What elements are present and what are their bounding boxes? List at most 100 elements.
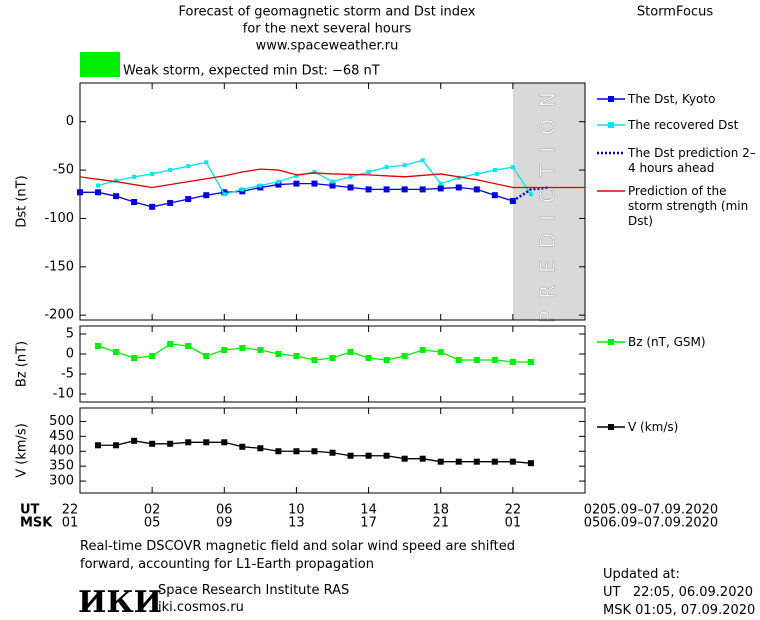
marker (419, 347, 426, 353)
panel-frame (79, 407, 586, 494)
marker (456, 175, 461, 180)
marker (203, 353, 210, 359)
y-tick-label: -150 (44, 259, 74, 274)
logo: ИКИ (78, 585, 162, 620)
legend-label: Bz (nT, GSM) (628, 335, 706, 349)
marker (167, 341, 174, 347)
x-tick-label: 10 (288, 503, 305, 518)
marker (383, 186, 390, 193)
marker (491, 357, 498, 363)
marker (347, 184, 354, 191)
x-tick-label: 01 (505, 516, 522, 531)
x-tick-label: 14 (360, 503, 377, 518)
y-tick-label: -10 (53, 387, 74, 402)
y-tick-label: 400 (49, 444, 74, 459)
note: forward, accounting for L1-Earth propaga… (80, 557, 374, 572)
prediction-label: PREDICTION (535, 80, 559, 323)
marker (419, 455, 426, 462)
marker (528, 192, 533, 197)
title-line: Forecast of geomagnetic storm and Dst in… (178, 5, 475, 20)
marker (492, 168, 497, 173)
time-row-name: MSK (20, 516, 53, 531)
legend-marker (608, 122, 614, 128)
panel-frame (79, 82, 586, 321)
marker (203, 192, 210, 199)
y-tick-label: 5 (66, 327, 74, 342)
time-range: 05.09–07.09.2020 (600, 503, 718, 518)
marker (491, 192, 498, 199)
time-row-name: UT (20, 503, 40, 518)
marker (294, 173, 299, 178)
note: Real-time DSCOVR magnetic field and sola… (80, 539, 516, 554)
x-tick-label: 22 (62, 503, 79, 518)
y-axis-label: Dst (nT) (15, 175, 30, 227)
updated: UT 22:05, 06.09.2020 (603, 585, 754, 600)
marker (438, 181, 443, 186)
x-tick-label: 09 (216, 516, 233, 531)
marker (365, 355, 372, 361)
y-tick-label: 450 (49, 429, 74, 444)
marker (149, 353, 156, 359)
x-tick-label: 05 (144, 516, 161, 531)
legend-label: The recovered Dst (628, 118, 739, 132)
marker (473, 357, 480, 363)
marker (420, 158, 425, 163)
panel-frame (79, 325, 586, 403)
marker (222, 192, 227, 197)
marker (167, 440, 174, 447)
marker (257, 445, 264, 452)
marker (239, 443, 246, 450)
marker (275, 351, 282, 357)
marker (437, 185, 444, 192)
marker (204, 160, 209, 165)
marker (240, 187, 245, 192)
marker (131, 355, 138, 361)
site: iki.cosmos.ru (158, 600, 244, 615)
marker (131, 198, 138, 205)
marker (347, 349, 354, 355)
marker (402, 163, 407, 168)
marker (329, 355, 336, 361)
legend-label: The Dst, Kyoto (628, 92, 716, 106)
marker (221, 439, 228, 446)
marker (168, 168, 173, 173)
marker (347, 452, 354, 459)
legend-label: The Dst prediction 2–4 hours ahead (628, 146, 756, 175)
y-axis-label: V (km/s) (15, 423, 30, 478)
marker (509, 458, 516, 465)
status-indicator (80, 52, 120, 77)
y-tick-label: -100 (44, 211, 74, 226)
marker (293, 448, 300, 455)
x-tick-label: 02 (144, 503, 161, 518)
x-tick-label: 05 (584, 516, 601, 531)
marker (275, 181, 282, 188)
marker (132, 174, 137, 179)
marker (311, 448, 318, 455)
marker (293, 180, 300, 187)
marker (185, 343, 192, 349)
marker (383, 357, 390, 363)
time-range: 06.09–07.09.2020 (600, 516, 718, 531)
marker (527, 460, 534, 467)
title-line: for the next several hours (243, 22, 412, 37)
marker (473, 458, 480, 465)
legend-label: Prediction of the storm strength (min Ds… (628, 184, 749, 228)
marker (113, 442, 120, 449)
marker (185, 196, 192, 203)
marker (365, 186, 372, 193)
marker (510, 165, 515, 170)
marker (185, 439, 192, 446)
y-axis-label: Bz (nT) (15, 341, 30, 387)
marker (113, 193, 120, 200)
marker (77, 189, 83, 196)
marker (437, 458, 444, 465)
marker (149, 203, 156, 210)
prediction-zone (512, 83, 585, 320)
marker (455, 357, 462, 363)
marker (455, 184, 462, 191)
marker (203, 439, 210, 446)
legend-label: V (km/s) (628, 420, 679, 434)
marker (509, 359, 516, 365)
institute: Space Research Institute RAS (158, 583, 350, 598)
marker (311, 180, 318, 187)
